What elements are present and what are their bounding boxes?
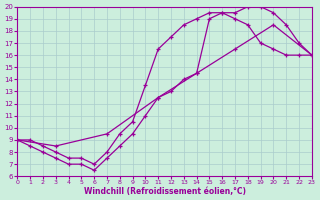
X-axis label: Windchill (Refroidissement éolien,°C): Windchill (Refroidissement éolien,°C) (84, 187, 245, 196)
